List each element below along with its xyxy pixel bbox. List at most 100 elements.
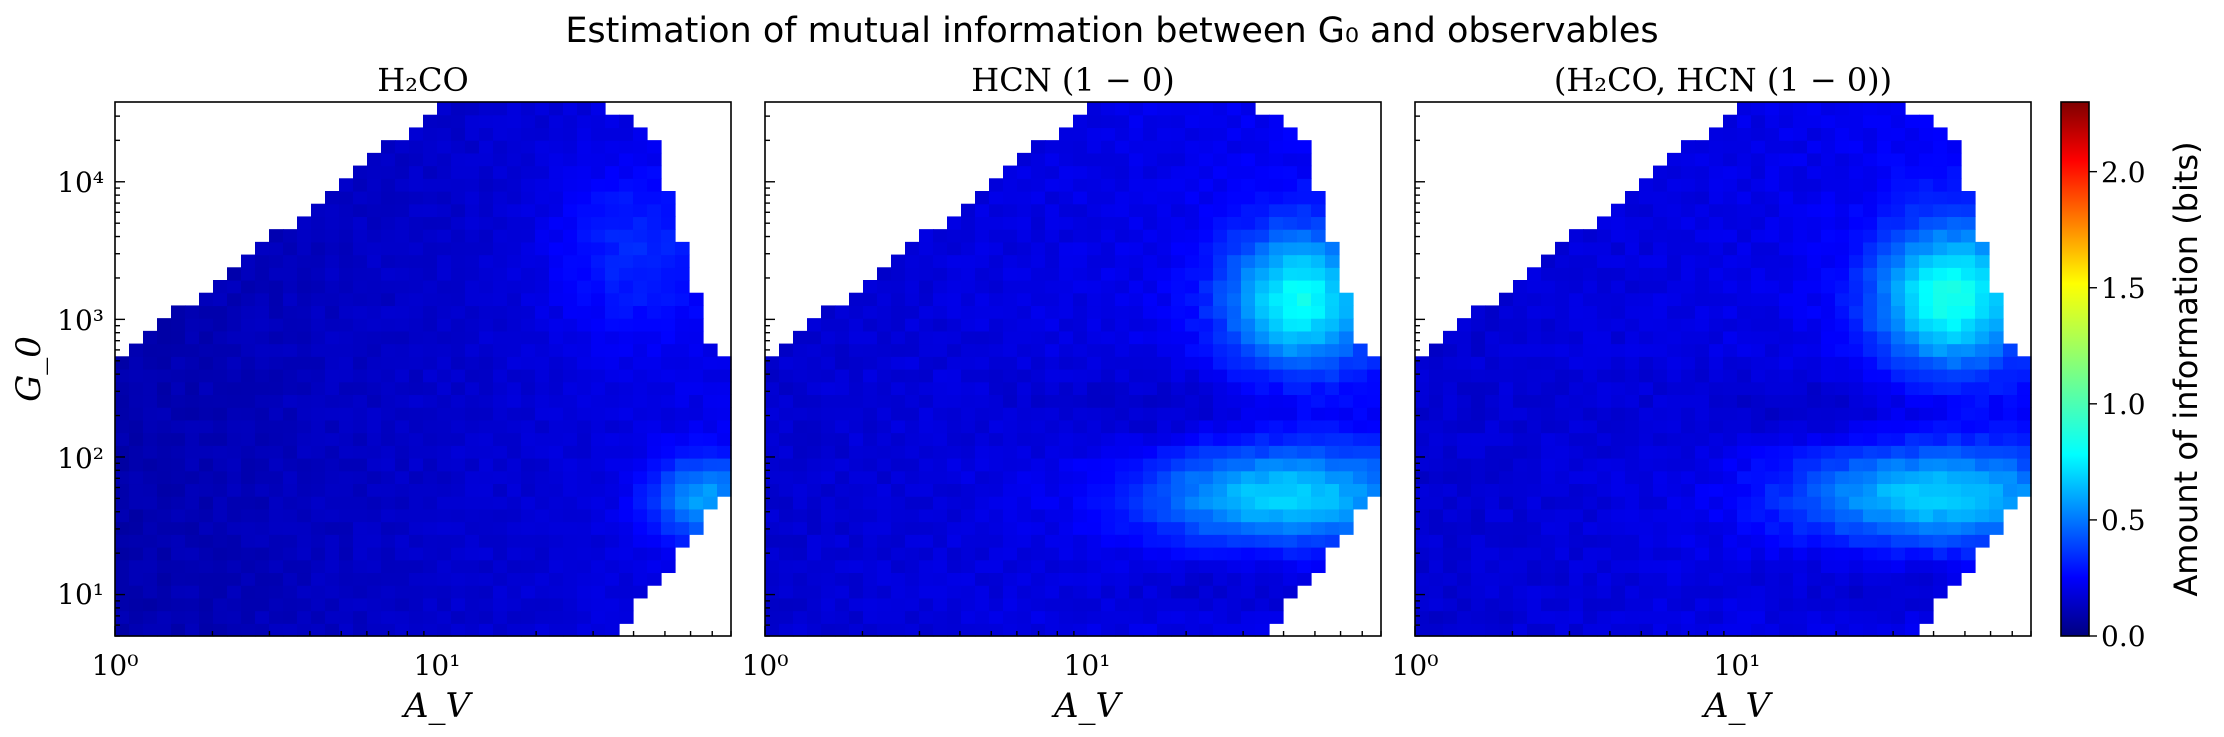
heatmap-cell [933,267,948,281]
heatmap-cell [1297,203,1312,218]
heatmap-cell [507,343,522,357]
heatmap-cell [311,394,326,408]
heatmap-cell [297,610,312,624]
heatmap-cell [563,191,578,205]
heatmap-cell [563,254,578,268]
heatmap-cell [1255,330,1270,345]
heatmap-cell [2017,432,2032,446]
heatmap-cell [1031,623,1046,637]
heatmap-cell [423,127,438,141]
heatmap-cell [1877,114,1892,129]
heatmap-cell [975,305,990,319]
heatmap-cell [1765,356,1780,370]
heatmap-cell [1597,229,1612,243]
heatmap-cell [633,318,648,332]
heatmap-cell [1695,432,1710,446]
heatmap-cell [1485,369,1500,383]
heatmap-cell [1933,534,1948,548]
heatmap-cell [633,419,648,434]
heatmap-cell [849,572,864,586]
heatmap-cell [1793,114,1808,129]
heatmap-cell [1087,547,1102,561]
heatmap-cell [1779,330,1794,345]
heatmap-cell [1849,241,1864,256]
heatmap-cell [171,407,186,421]
heatmap-cell [1905,292,1920,307]
heatmap-cell [1779,432,1794,446]
heatmap-cell [849,343,864,357]
heatmap-cell [213,369,228,383]
heatmap-cell [1555,330,1570,345]
heatmap-cell [877,572,892,586]
heatmap-cell [1185,241,1200,256]
heatmap-cell [171,559,186,574]
heatmap-cell [1891,381,1906,396]
heatmap-cell [213,280,228,294]
heatmap-cell [1933,356,1948,370]
heatmap-cell [1807,165,1822,179]
heatmap-cell [1849,508,1864,523]
heatmap-cell [1087,623,1102,637]
heatmap-cell [605,330,620,345]
heatmap-cell [1017,432,1032,446]
heatmap-cell [409,241,424,256]
heatmap-cell [311,216,326,230]
heatmap-cell [1597,356,1612,370]
heatmap-cell [493,305,508,319]
heatmap-cell [1457,394,1472,408]
heatmap-cell [213,470,228,485]
heatmap-cell [933,458,948,472]
heatmap-cell [1751,152,1766,167]
heatmap-cell [647,178,662,192]
heatmap-cell [1199,470,1214,485]
heatmap-cell [1311,458,1326,472]
heatmap-cell [1821,191,1836,205]
heatmap-cell [227,330,242,345]
heatmap-cell [409,585,424,599]
heatmap-cell [1031,597,1046,612]
heatmap-cell [849,381,864,396]
heatmap-cell [507,178,522,192]
heatmap-cell [199,610,214,624]
heatmap-cell [227,432,242,446]
heatmap-cell [849,470,864,485]
heatmap-cell [353,547,368,561]
heatmap-cell [1947,572,1962,586]
heatmap-cell [451,419,466,434]
heatmap-cell [1695,318,1710,332]
heatmap-cell [283,559,298,574]
heatmap-cell [633,559,648,574]
heatmap-cell [255,330,270,345]
axis-ticks-h2co [114,115,732,637]
heatmap-cell [1199,419,1214,434]
heatmap-cell [835,330,850,345]
heatmap-cell [689,458,704,472]
heatmap-cell [1583,559,1598,574]
heatmap-cell [1709,585,1724,599]
heatmap-cell [339,508,354,523]
heatmap-cell [619,407,634,421]
heatmap-cell [1835,508,1850,523]
heatmap-cell [1653,572,1668,586]
heatmap-cell [1513,470,1528,485]
heatmap-cell [1241,483,1256,497]
heatmap-cell [409,254,424,268]
heatmap-cell [1513,407,1528,421]
heatmap-cell [339,280,354,294]
heatmap-cell [1101,483,1116,497]
heatmap-cell [1891,203,1906,218]
heatmap-cell [143,470,158,485]
heatmap-cell [1339,483,1354,497]
heatmap-cell [1513,292,1528,307]
heatmap-cell [835,534,850,548]
heatmap-cell [325,254,340,268]
heatmap-cell [933,521,948,535]
heatmap-cell [535,585,550,599]
heatmap-cell [1269,483,1284,497]
heatmap-cell [1241,559,1256,574]
heatmap-cell [849,483,864,497]
heatmap-cell [961,292,976,307]
heatmap-cell [1283,152,1298,167]
heatmap-cell [1751,203,1766,218]
heatmap-cell [1639,394,1654,408]
